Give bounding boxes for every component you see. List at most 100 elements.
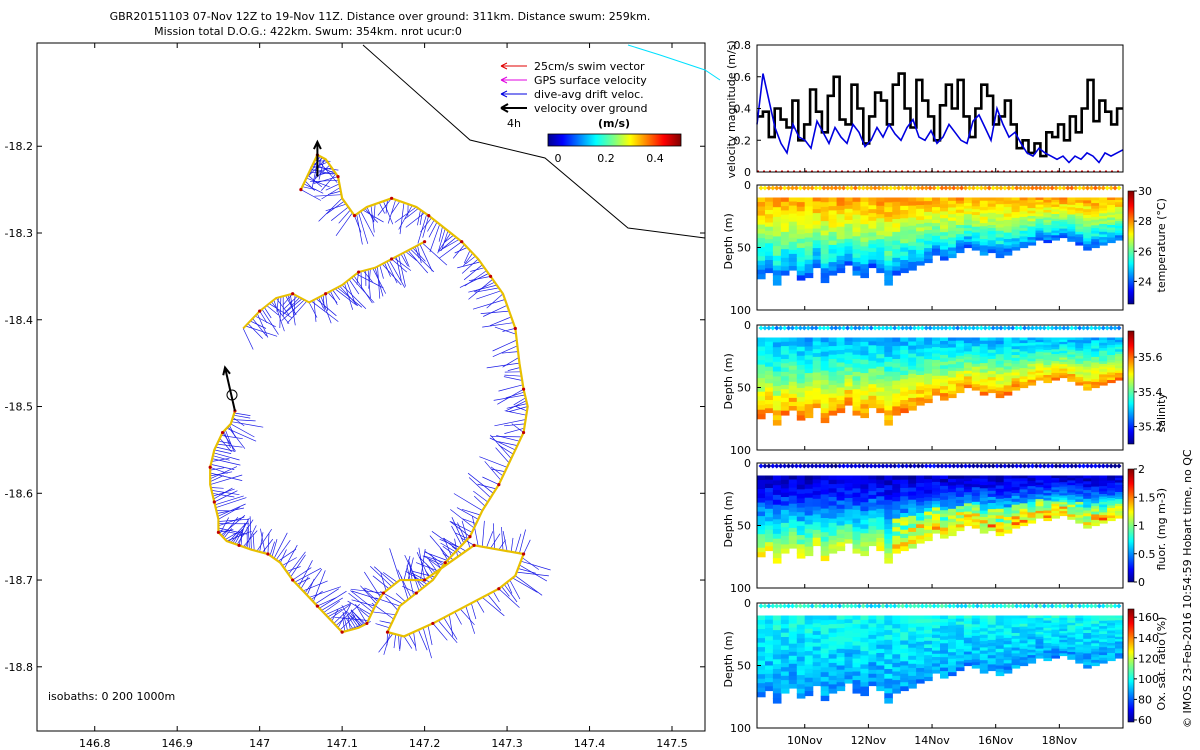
section-cell <box>1083 498 1092 503</box>
section-cell <box>995 254 1005 259</box>
section-cell <box>1035 228 1045 232</box>
section-cell <box>1019 365 1029 369</box>
section-cell <box>987 521 997 525</box>
section-cell <box>868 259 877 265</box>
section-cell <box>812 349 822 354</box>
section-cell <box>963 648 973 653</box>
section-cell <box>820 513 830 519</box>
section-cell <box>860 368 869 374</box>
surface-marker <box>825 185 831 191</box>
section-cell <box>979 494 989 499</box>
section-cell <box>940 636 949 641</box>
surface-marker <box>805 185 811 191</box>
section-cell <box>892 619 901 625</box>
drift-arrow <box>350 590 374 610</box>
section-cell <box>1075 226 1084 230</box>
section-cell <box>844 490 854 495</box>
section-cell <box>1091 343 1100 347</box>
section-cell <box>884 620 893 626</box>
y-axis-label: Depth (m) <box>722 353 735 409</box>
section-cell <box>1115 228 1124 232</box>
section-cell <box>979 666 989 671</box>
section-cell <box>876 391 885 397</box>
section-cell <box>780 257 790 263</box>
section-cell <box>765 247 774 253</box>
section-cell <box>828 350 838 356</box>
section-cell <box>932 216 941 221</box>
map-colorbar <box>547 133 682 147</box>
section-cell <box>852 628 862 634</box>
section-cell <box>908 397 917 403</box>
section-cell <box>1003 615 1013 620</box>
section-cell <box>1067 620 1076 624</box>
section-cell <box>916 535 925 540</box>
section-cell <box>955 506 965 510</box>
section-cell <box>1051 634 1060 638</box>
section-cell <box>868 533 877 539</box>
section-cell <box>765 673 774 679</box>
section-cell <box>963 489 973 493</box>
section-cell <box>1059 199 1068 203</box>
section-cell <box>780 527 790 533</box>
section-cell <box>932 529 941 534</box>
drift-arrow <box>318 297 324 309</box>
section-cell <box>1083 217 1092 222</box>
section-cell <box>804 628 814 634</box>
section-cell <box>940 506 949 511</box>
section-cell <box>876 239 885 244</box>
section-cell <box>796 679 806 685</box>
section-cell <box>940 253 949 258</box>
section-cell <box>995 350 1005 355</box>
section-cell <box>892 231 901 237</box>
section-cell <box>812 345 822 350</box>
section-cell <box>852 359 862 364</box>
drift-arrow <box>348 279 360 295</box>
section-cell <box>932 669 941 674</box>
section-cell <box>828 227 838 233</box>
section-cell <box>884 207 893 213</box>
section-cell <box>1067 656 1076 660</box>
section-cell <box>940 372 949 377</box>
section-cell <box>765 226 774 232</box>
section-cell <box>948 207 957 212</box>
drift-arrow <box>233 414 251 419</box>
section-cell <box>971 357 981 362</box>
swim-dot <box>521 430 526 435</box>
section-cell <box>940 475 949 480</box>
section-cell <box>860 519 869 525</box>
map-y-tick-label: -18.7 <box>5 574 33 587</box>
section-cell <box>1043 480 1052 484</box>
section-cell <box>828 354 838 360</box>
section-cell <box>900 657 909 662</box>
section-cell <box>948 478 957 483</box>
section-cell <box>955 621 965 626</box>
section-cell <box>955 355 965 360</box>
section-cell <box>948 384 957 389</box>
section-cell <box>1027 631 1037 635</box>
drift-arrow <box>515 575 543 596</box>
drift-arrow <box>398 205 413 230</box>
section-cell <box>1083 203 1092 207</box>
section-cell <box>987 377 997 381</box>
surface-marker <box>1006 185 1012 191</box>
section-cell <box>1019 373 1029 377</box>
section-cell <box>820 403 830 409</box>
drift-arrow <box>393 634 397 649</box>
section-cell <box>1011 525 1021 529</box>
drift-arrow <box>419 244 433 272</box>
surface-marker <box>1116 325 1122 331</box>
section-cell <box>884 386 893 392</box>
section-cell <box>1099 499 1108 503</box>
section-cell <box>828 231 838 237</box>
section-cell <box>796 374 806 380</box>
section-cell <box>948 488 957 493</box>
section-cell <box>932 251 941 256</box>
section-cell <box>1035 503 1045 507</box>
section-cell <box>1003 223 1013 227</box>
surface-marker <box>801 185 807 191</box>
section-cell <box>963 359 973 364</box>
section-cell <box>1099 626 1108 630</box>
section-cell <box>924 662 933 667</box>
section-cell <box>932 488 941 493</box>
section-cell <box>1083 484 1092 488</box>
